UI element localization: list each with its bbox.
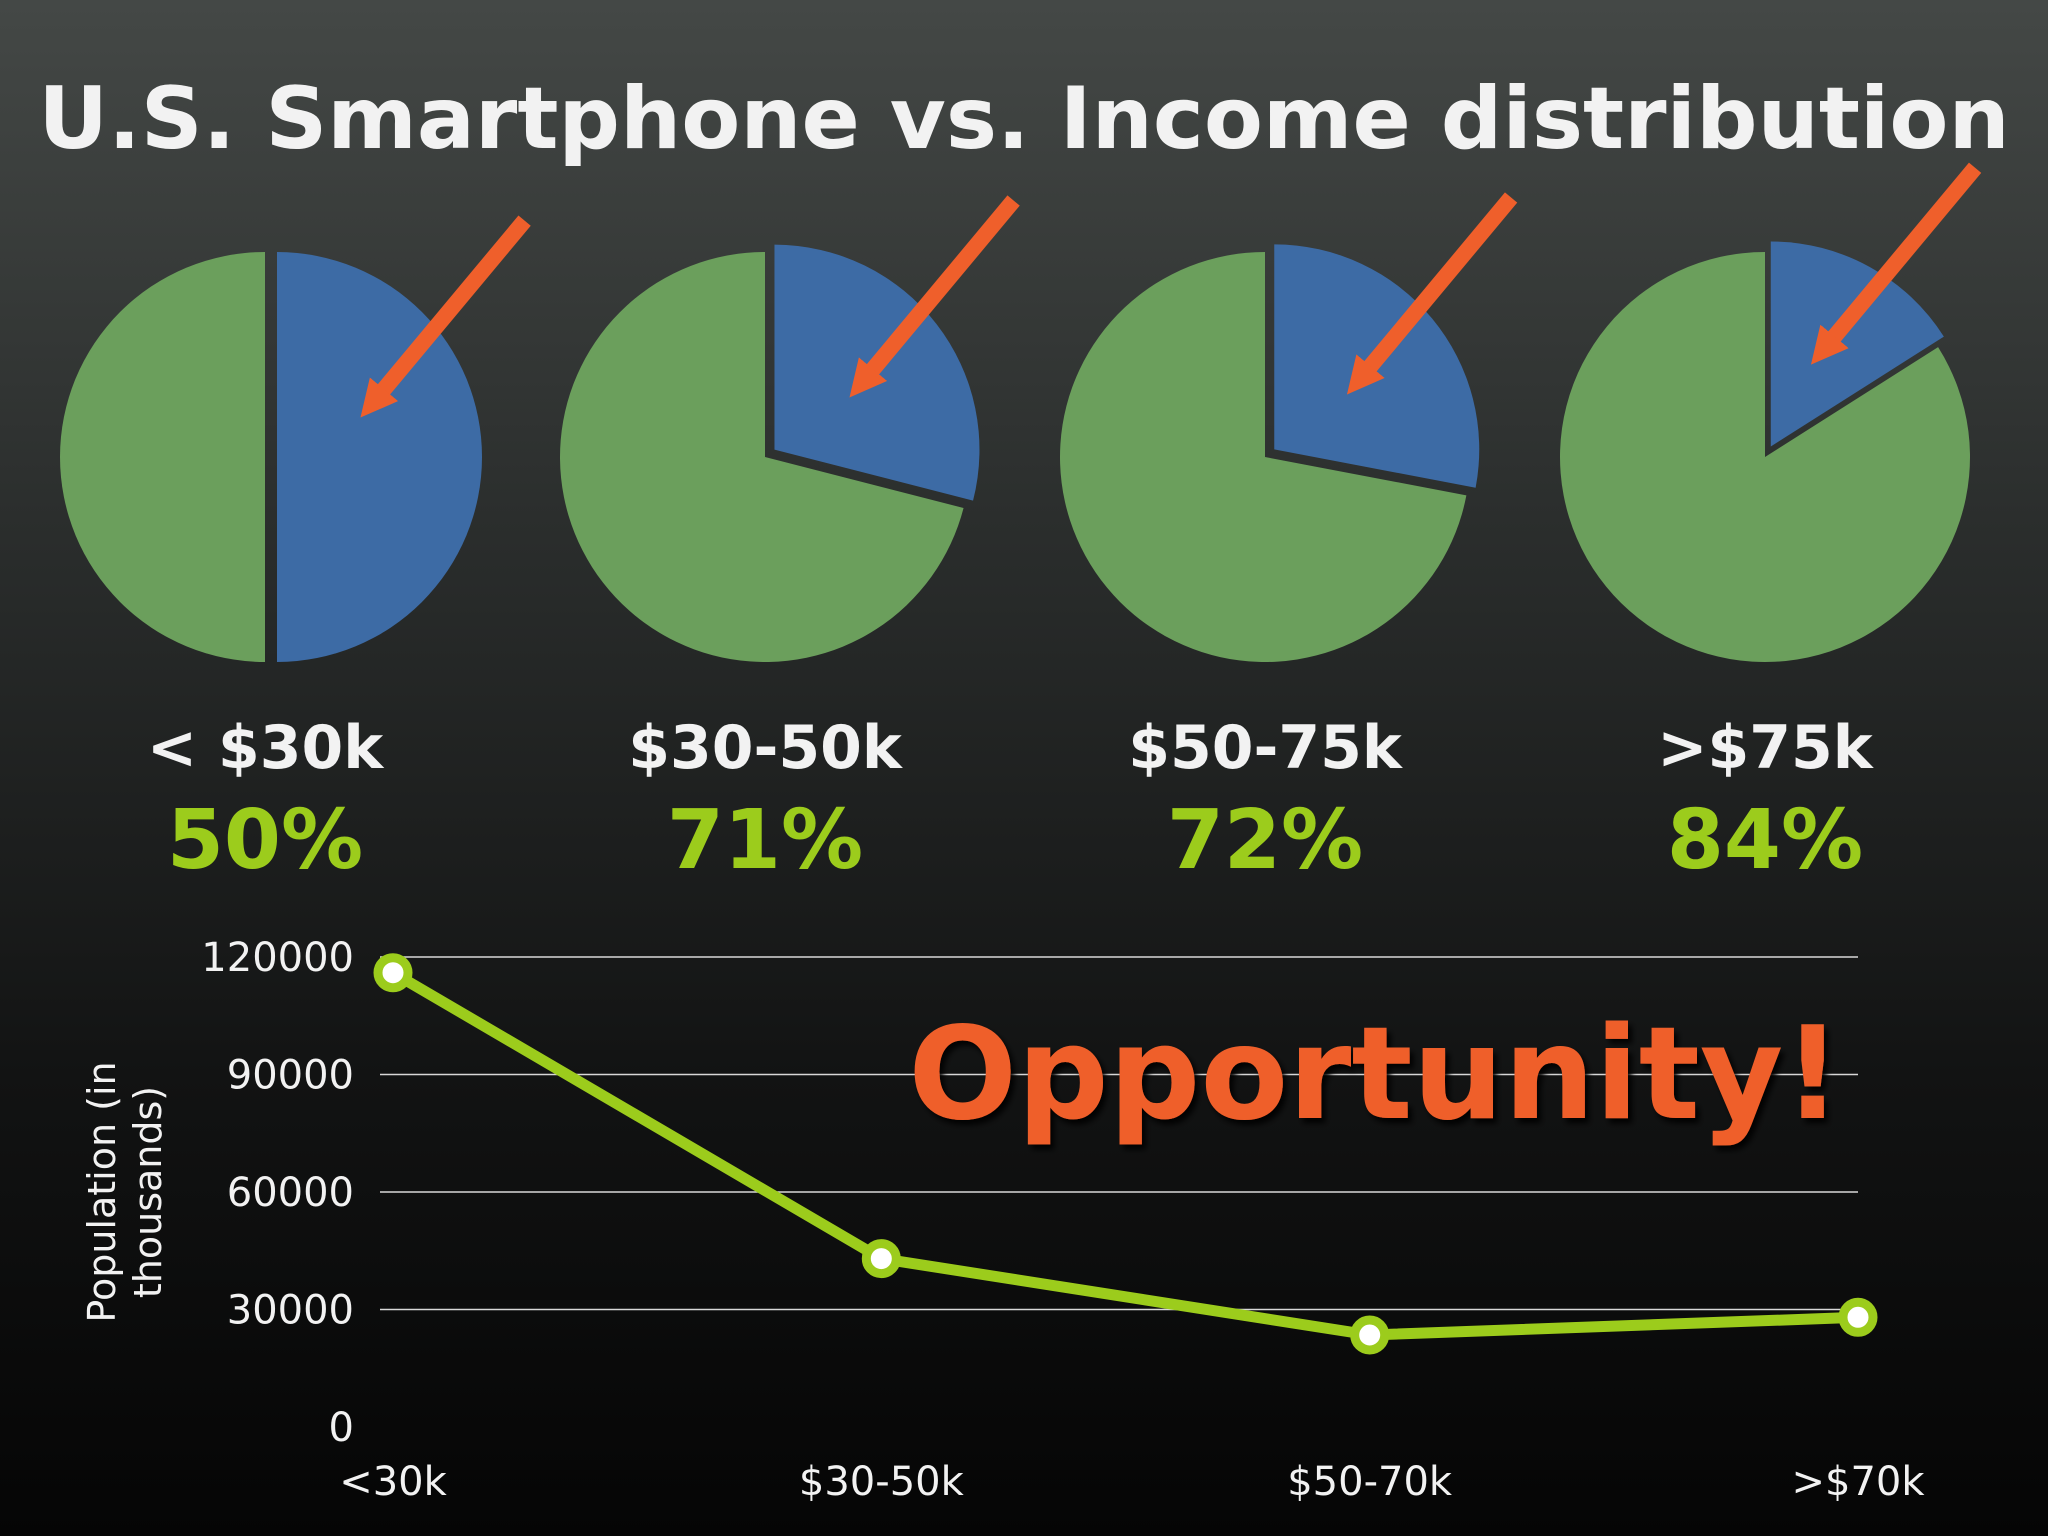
pie-slice-highlight xyxy=(1770,241,1944,447)
y-tick-label: 120000 xyxy=(201,935,354,981)
pointer-arrow-icon xyxy=(849,195,1020,398)
pointer-arrow-icon xyxy=(1346,192,1518,395)
pie-chart: $50-75k 72% xyxy=(1060,192,1518,888)
y-tick-label: 60000 xyxy=(227,1170,354,1216)
data-point xyxy=(861,1239,901,1279)
x-tick-label: $30-50k xyxy=(799,1459,965,1505)
pie-category-label: >$75k xyxy=(1657,713,1875,783)
pie-percent-label: 50% xyxy=(167,793,363,888)
pie-slice-highlight xyxy=(277,252,482,662)
pie-category-label: < $30k xyxy=(147,713,385,783)
pie-chart: $30-50k 71% xyxy=(560,195,1020,888)
data-point xyxy=(1838,1297,1878,1337)
data-point xyxy=(373,953,413,993)
y-tick-label: 30000 xyxy=(227,1288,354,1334)
pie-slice-rest xyxy=(1060,252,1467,662)
pie-slice-rest xyxy=(560,252,964,662)
pointer-arrow-icon xyxy=(360,215,531,418)
pie-category-label: $50-75k xyxy=(1128,713,1404,783)
pie-category-label: $30-50k xyxy=(628,713,904,783)
y-tick-label: 90000 xyxy=(227,1053,354,1099)
pie-percent-label: 84% xyxy=(1667,793,1863,888)
x-tick-label: >$70k xyxy=(1791,1459,1925,1505)
series-line xyxy=(390,967,1859,1341)
pie-chart: < $30k 50% xyxy=(60,215,531,888)
y-tick-label: 0 xyxy=(329,1405,354,1451)
pie-percent-label: 71% xyxy=(667,793,863,888)
pie-percent-label: 72% xyxy=(1167,793,1363,888)
data-point xyxy=(1350,1315,1390,1355)
x-tick-label: $50-70k xyxy=(1287,1459,1453,1505)
pie-charts-group: < $30k 50% $30-50k 71% $50-75k 72% >$75k 84% xyxy=(60,162,1982,888)
chart-title: U.S. Smartphone vs. Income distribution xyxy=(38,69,2009,169)
pie-slice-rest xyxy=(1559,252,1970,662)
pointer-arrow-icon xyxy=(1810,162,1982,365)
line-chart-group: 0 30000 60000 90000 120000 Population (inthou… xyxy=(80,935,1925,1505)
pie-slice-rest xyxy=(60,252,265,662)
opportunity-annotation: Opportunity! xyxy=(908,1000,1841,1149)
pie-chart: >$75k 84% xyxy=(1559,162,1982,888)
x-tick-label: <30k xyxy=(339,1459,447,1505)
y-axis-label: Population (inthousands) xyxy=(80,1061,170,1322)
